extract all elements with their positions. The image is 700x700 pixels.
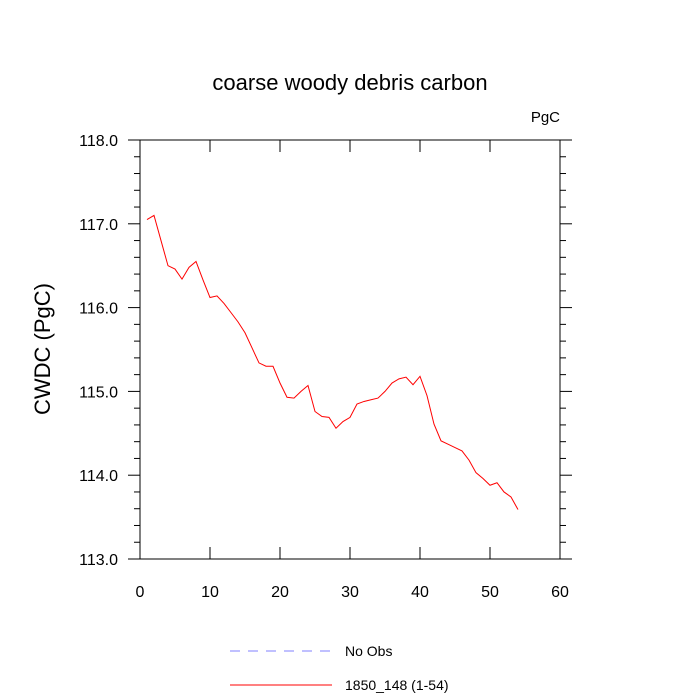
y-tick-label: 115.0	[79, 384, 118, 401]
x-tick-label: 30	[341, 584, 359, 601]
plot-series	[146, 214, 519, 510]
axis-ticks	[128, 139, 572, 560]
y-tick-label: 116.0	[79, 301, 118, 318]
x-tick-label: 60	[551, 584, 569, 601]
y-tick-label: 113.0	[79, 552, 118, 569]
y-tick-label: 118.0	[79, 133, 118, 150]
x-tick-label: 10	[201, 584, 219, 601]
y-axis-label: CWDC (PgC)	[30, 283, 55, 415]
axis-tick-labels: 0 10 20 30 40 50 60 113.0 114.0 115.0 116.0 117.0 11…	[79, 133, 569, 601]
legend-label-1850-148: 1850_148 (1-54)	[345, 677, 449, 693]
x-tick-label: 0	[136, 584, 145, 601]
units-label: PgC	[531, 109, 560, 126]
x-tick-label: 50	[481, 584, 499, 601]
legend: No Obs 1850_148 (1-54)	[230, 643, 449, 693]
series-line-1	[146, 214, 519, 510]
y-tick-label: 114.0	[79, 468, 118, 485]
chart-title: coarse woody debris carbon	[212, 70, 487, 95]
x-tick-label: 20	[271, 584, 289, 601]
x-tick-label: 40	[411, 584, 429, 601]
legend-label-no-obs: No Obs	[345, 643, 392, 659]
plot-frame	[139, 139, 561, 560]
y-tick-label: 117.0	[79, 217, 118, 234]
